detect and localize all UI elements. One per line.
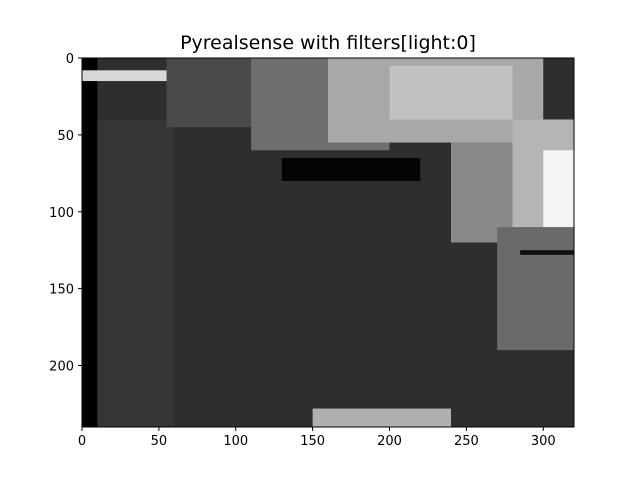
image-region: [520, 250, 574, 255]
x-tick-label: 100: [223, 434, 248, 449]
chart-title: Pyrealsense with filters[light:0]: [180, 32, 476, 54]
image-region: [82, 58, 98, 427]
image-region: [97, 119, 175, 427]
x-tick-label: 200: [377, 434, 402, 449]
x-tick-label: 300: [531, 434, 556, 449]
image-region: [389, 65, 513, 120]
x-tick-label: 250: [454, 434, 479, 449]
x-tick-label: 0: [78, 434, 86, 449]
y-tick-label: 200: [49, 360, 74, 375]
plot-frame: [81, 57, 575, 428]
image-region: [543, 150, 574, 228]
y-tick-label: 50: [57, 129, 74, 144]
y-tick-label: 100: [49, 206, 74, 221]
x-tick-label: 50: [151, 434, 168, 449]
image-region: [281, 157, 421, 181]
image-region: [166, 58, 267, 128]
y-axis: 0 50 100 150 200: [49, 52, 82, 375]
image-region: [497, 227, 574, 351]
depth-image: [82, 58, 574, 427]
image-region: [312, 408, 451, 427]
x-tick-label: 150: [300, 434, 325, 449]
y-tick-label: 150: [49, 283, 74, 298]
x-axis: 0 50 100 150 200 250 300: [78, 427, 556, 449]
y-tick-label: 0: [66, 52, 74, 67]
image-region: [82, 70, 167, 82]
